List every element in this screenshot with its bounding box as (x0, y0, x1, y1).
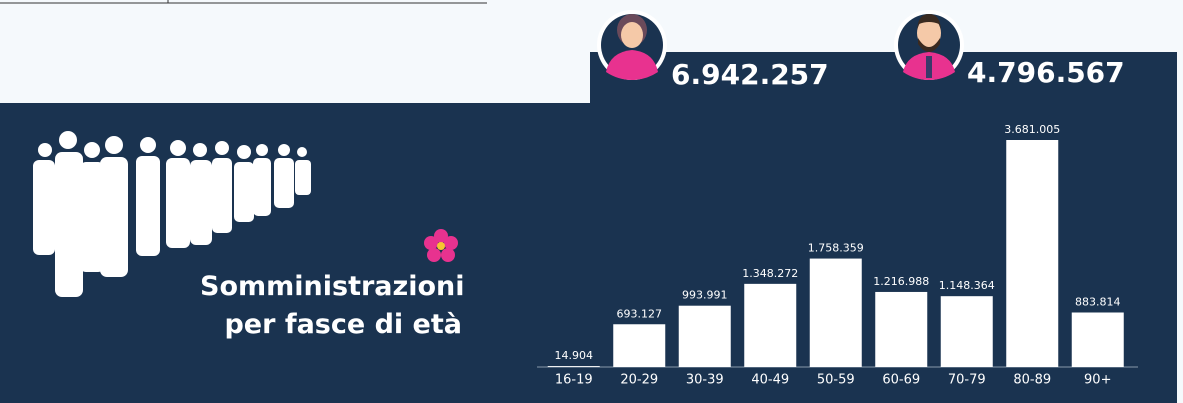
x-tick-label: 70-79 (948, 373, 986, 388)
value-label: 1.758.359 (808, 242, 864, 255)
value-label: 3.681.005 (1004, 123, 1060, 136)
bar (809, 258, 862, 367)
x-tick-label: 30-39 (686, 373, 724, 388)
bar-chart: 14.904 16-19 693.127 20-29 993.991 30-39 1.348… (547, 123, 1124, 388)
female-count: 6.942.257 (671, 58, 829, 91)
bar (613, 324, 666, 367)
bar (678, 305, 731, 367)
bar (1071, 312, 1124, 367)
bar (875, 291, 928, 367)
flower-icon (424, 229, 458, 262)
female-avatar (597, 10, 667, 80)
value-label: 1.348.272 (742, 267, 798, 280)
value-label: 693.127 (617, 307, 663, 320)
x-tick-label: 40-49 (751, 373, 789, 388)
x-tick-label: 20-29 (620, 373, 658, 388)
value-label: 993.991 (682, 289, 728, 302)
bar (744, 283, 797, 367)
value-label: 14.904 (555, 349, 594, 362)
people-silhouettes (33, 131, 311, 297)
x-tick-label: 80-89 (1013, 373, 1051, 388)
chart-title: Somministrazioni per fasce di età (200, 271, 465, 340)
x-tick-label: 60-69 (882, 373, 920, 388)
value-label: 1.148.364 (939, 279, 995, 292)
x-tick-label: 50-59 (817, 373, 855, 388)
x-tick-label: 16-19 (555, 373, 593, 388)
value-label: 1.216.988 (873, 275, 929, 288)
male-count: 4.796.567 (967, 56, 1125, 89)
bar (1006, 140, 1059, 367)
value-label: 883.814 (1075, 295, 1121, 308)
bar (940, 296, 993, 367)
counter-band (590, 52, 1177, 112)
bar (547, 366, 600, 367)
male-avatar (894, 10, 964, 80)
x-tick-label: 90+ (1084, 373, 1111, 388)
